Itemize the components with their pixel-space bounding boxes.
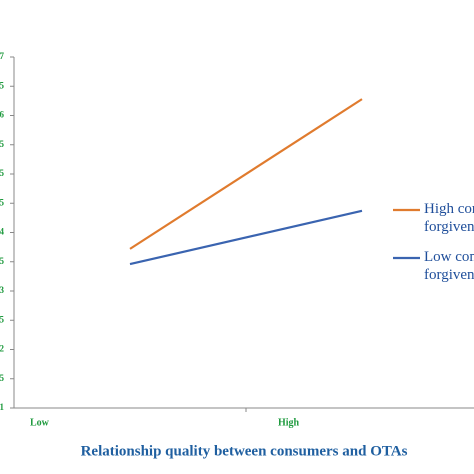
legend-line: High consumer [424, 201, 474, 217]
series-line [129, 98, 363, 250]
legend-label: High consumer forgiveness [424, 201, 474, 235]
y-tick-label: 1 [0, 402, 5, 412]
y-tick-label: 1.5 [0, 373, 5, 383]
y-tick-label: 2 [0, 344, 5, 354]
x-tick-label: Low [30, 417, 50, 428]
y-tick-label: 6 [0, 110, 5, 120]
y-tick-label: 2.5 [0, 314, 5, 324]
legend-line: forgiveness [424, 219, 474, 235]
y-tick-label: 6.5 [0, 80, 5, 90]
legend-line: forgiveness [424, 267, 474, 283]
y-tick-label: 5.5 [0, 139, 5, 149]
x-tick-label: High [278, 417, 300, 428]
legend-label: Low consumer forgiveness [424, 249, 474, 283]
series-line [129, 209, 363, 266]
y-tick-label: 3 [0, 285, 5, 295]
legend-line: Low consumer [424, 249, 474, 265]
y-tick-label: 4.5 [0, 197, 5, 207]
y-tick-label: 4 [0, 227, 5, 237]
y-tick-label: 7 [0, 51, 5, 61]
x-axis-title: Relationship quality between consumers a… [81, 443, 408, 459]
y-tick-label: 3.5 [0, 256, 5, 266]
y-tick-label: 5 [0, 168, 5, 178]
